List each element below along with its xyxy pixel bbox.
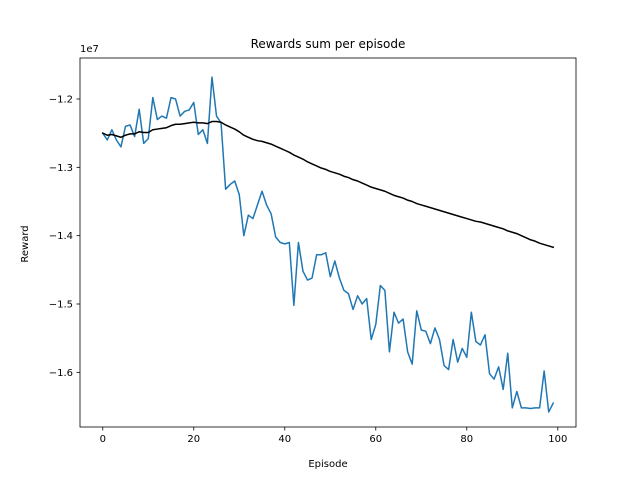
y-offset-text: 1e7 <box>80 44 99 55</box>
y-tick-label: −1.2 <box>49 95 73 106</box>
axes-frame <box>79 57 577 428</box>
x-tick-label: 80 <box>460 434 473 445</box>
x-tick-label: 100 <box>548 434 567 445</box>
plot-area: 0 20 40 60 80 100 −1.6 −1.5 −1.4 −1.3 −1.2 <box>49 57 577 445</box>
y-tick-label: −1.6 <box>49 368 73 379</box>
series-line-0 <box>101 76 555 413</box>
x-axis-label: Episode <box>308 459 347 470</box>
x-tick-label: 20 <box>187 434 200 445</box>
x-tick-label: 0 <box>100 434 106 445</box>
chart-title: Rewards sum per episode <box>251 37 406 51</box>
y-axis-label: Reward <box>20 225 31 262</box>
series-line-1 <box>101 120 555 249</box>
y-tick-label: −1.3 <box>49 163 73 174</box>
x-tick-label: 40 <box>278 434 291 445</box>
x-tick-label: 60 <box>369 434 382 445</box>
y-tick-label: −1.4 <box>49 231 73 242</box>
y-tick-label: −1.5 <box>49 300 73 311</box>
